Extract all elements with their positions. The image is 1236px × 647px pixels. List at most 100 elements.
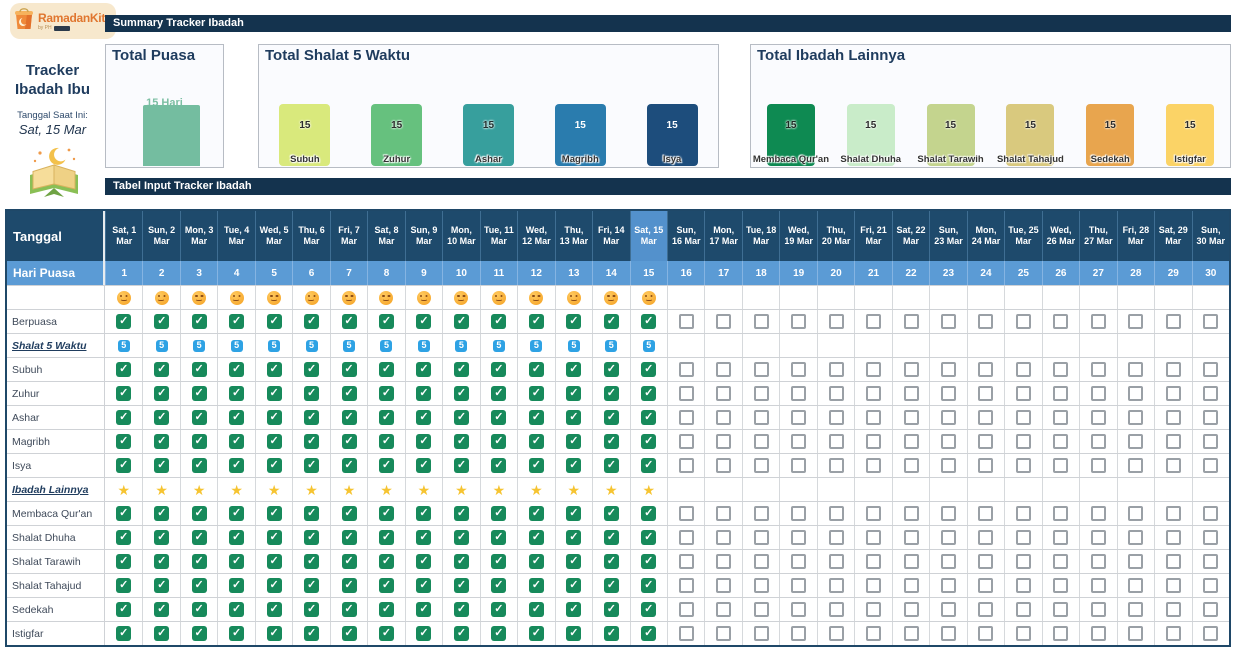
cell-isya-day-13[interactable]: ✓ — [554, 454, 592, 477]
checkbox-checked-icon[interactable]: ✓ — [528, 578, 544, 593]
cell-istigfar-day-27[interactable] — [1079, 622, 1116, 645]
cell-membaca-quran-day-12[interactable]: ✓ — [517, 502, 554, 525]
cell-zuhur-day-29[interactable] — [1154, 382, 1191, 405]
checkbox-checked-icon[interactable]: ✓ — [266, 314, 282, 329]
checkbox-checked-icon[interactable]: ✓ — [491, 506, 507, 521]
checkbox-empty-icon[interactable] — [678, 530, 694, 545]
cell-isya-day-25[interactable] — [1004, 454, 1041, 477]
cell-subuh-day-2[interactable]: ✓ — [142, 358, 179, 381]
cell-sedekah-day-9[interactable]: ✓ — [404, 598, 442, 621]
cell-magribh-day-4[interactable]: ✓ — [217, 430, 254, 453]
checkbox-checked-icon[interactable]: ✓ — [491, 578, 507, 593]
checkbox-checked-icon[interactable]: ✓ — [154, 602, 170, 617]
cell-isya-day-21[interactable] — [854, 454, 891, 477]
cell-sedekah-day-25[interactable] — [1004, 598, 1041, 621]
checkbox-empty-icon[interactable] — [753, 602, 769, 617]
cell-shalat-dhuha-day-12[interactable]: ✓ — [517, 526, 554, 549]
checkbox-empty-icon[interactable] — [716, 434, 732, 449]
checkbox-checked-icon[interactable]: ✓ — [528, 386, 544, 401]
cell-istigfar-day-14[interactable]: ✓ — [592, 622, 629, 645]
cell-magribh-day-12[interactable]: ✓ — [517, 430, 554, 453]
checkbox-checked-icon[interactable]: ✓ — [603, 578, 619, 593]
cell-shalat-tahajud-day-19[interactable] — [779, 574, 816, 597]
cell-shalat-tarawih-day-11[interactable]: ✓ — [479, 550, 517, 573]
checkbox-empty-icon[interactable] — [716, 602, 732, 617]
checkbox-checked-icon[interactable]: ✓ — [304, 530, 320, 545]
checkbox-checked-icon[interactable]: ✓ — [116, 506, 132, 521]
checkbox-empty-icon[interactable] — [1203, 578, 1219, 593]
cell-istigfar-day-15[interactable]: ✓ — [629, 622, 667, 645]
cell-istigfar-day-11[interactable]: ✓ — [479, 622, 517, 645]
checkbox-checked-icon[interactable]: ✓ — [641, 434, 657, 449]
cell-istigfar-day-5[interactable]: ✓ — [254, 622, 292, 645]
cell-subuh-day-17[interactable] — [704, 358, 741, 381]
cell-membaca-quran-day-10[interactable]: ✓ — [442, 502, 479, 525]
cell-istigfar-day-25[interactable] — [1004, 622, 1041, 645]
cell-magribh-day-2[interactable]: ✓ — [142, 430, 179, 453]
checkbox-empty-icon[interactable] — [940, 458, 956, 473]
cell-membaca-quran-day-29[interactable] — [1154, 502, 1191, 525]
checkbox-checked-icon[interactable]: ✓ — [641, 314, 657, 329]
cell-subuh-day-21[interactable] — [854, 358, 891, 381]
checkbox-empty-icon[interactable] — [978, 554, 994, 569]
cell-membaca-quran-day-22[interactable] — [891, 502, 929, 525]
checkbox-checked-icon[interactable]: ✓ — [603, 410, 619, 425]
cell-ashar-day-30[interactable] — [1191, 406, 1229, 429]
checkbox-empty-icon[interactable] — [866, 626, 882, 641]
cell-subuh-day-26[interactable] — [1041, 358, 1079, 381]
checkbox-empty-icon[interactable] — [1015, 434, 1031, 449]
checkbox-checked-icon[interactable]: ✓ — [453, 578, 469, 593]
checkbox-empty-icon[interactable] — [716, 410, 732, 425]
checkbox-checked-icon[interactable]: ✓ — [229, 410, 245, 425]
cell-sedekah-day-2[interactable]: ✓ — [142, 598, 179, 621]
checkbox-empty-icon[interactable] — [940, 362, 956, 377]
checkbox-checked-icon[interactable]: ✓ — [641, 506, 657, 521]
cell-sedekah-day-5[interactable]: ✓ — [254, 598, 292, 621]
checkbox-empty-icon[interactable] — [1165, 458, 1181, 473]
checkbox-checked-icon[interactable]: ✓ — [341, 530, 357, 545]
cell-shalat-dhuha-day-25[interactable] — [1004, 526, 1041, 549]
checkbox-checked-icon[interactable]: ✓ — [229, 554, 245, 569]
checkbox-checked-icon[interactable]: ✓ — [453, 626, 469, 641]
cell-shalat-tarawih-day-13[interactable]: ✓ — [554, 550, 592, 573]
checkbox-checked-icon[interactable]: ✓ — [378, 626, 394, 641]
checkbox-empty-icon[interactable] — [678, 458, 694, 473]
cell-magribh-day-8[interactable]: ✓ — [367, 430, 404, 453]
checkbox-checked-icon[interactable]: ✓ — [266, 506, 282, 521]
checkbox-checked-icon[interactable]: ✓ — [191, 410, 207, 425]
cell-shalat-tahajud-day-30[interactable] — [1191, 574, 1229, 597]
checkbox-checked-icon[interactable]: ✓ — [641, 626, 657, 641]
cell-magribh-day-14[interactable]: ✓ — [592, 430, 629, 453]
cell-shalat-tarawih-day-29[interactable] — [1154, 550, 1191, 573]
cell-zuhur-day-12[interactable]: ✓ — [517, 382, 554, 405]
cell-shalat-tarawih-day-12[interactable]: ✓ — [517, 550, 554, 573]
checkbox-empty-icon[interactable] — [1165, 434, 1181, 449]
checkbox-checked-icon[interactable]: ✓ — [341, 602, 357, 617]
cell-ashar-day-14[interactable]: ✓ — [592, 406, 629, 429]
checkbox-checked-icon[interactable]: ✓ — [191, 578, 207, 593]
cell-magribh-day-7[interactable]: ✓ — [329, 430, 367, 453]
checkbox-checked-icon[interactable]: ✓ — [566, 602, 582, 617]
cell-magribh-day-27[interactable] — [1079, 430, 1116, 453]
checkbox-empty-icon[interactable] — [1015, 506, 1031, 521]
checkbox-checked-icon[interactable]: ✓ — [416, 626, 432, 641]
checkbox-checked-icon[interactable]: ✓ — [341, 386, 357, 401]
cell-shalat-tarawih-day-25[interactable] — [1004, 550, 1041, 573]
checkbox-empty-icon[interactable] — [903, 410, 919, 425]
cell-shalat-tarawih-day-16[interactable] — [667, 550, 704, 573]
cell-magribh-day-19[interactable] — [779, 430, 816, 453]
cell-magribh-day-9[interactable]: ✓ — [404, 430, 442, 453]
cell-shalat-dhuha-day-20[interactable] — [816, 526, 854, 549]
checkbox-empty-icon[interactable] — [1128, 386, 1144, 401]
checkbox-empty-icon[interactable] — [753, 314, 769, 329]
checkbox-empty-icon[interactable] — [903, 314, 919, 329]
checkbox-checked-icon[interactable]: ✓ — [491, 602, 507, 617]
cell-berpuasa-day-25[interactable] — [1004, 310, 1041, 333]
checkbox-empty-icon[interactable] — [1053, 602, 1069, 617]
cell-shalat-tahajud-day-26[interactable] — [1041, 574, 1079, 597]
checkbox-empty-icon[interactable] — [1053, 554, 1069, 569]
cell-berpuasa-day-26[interactable] — [1041, 310, 1079, 333]
checkbox-checked-icon[interactable]: ✓ — [566, 434, 582, 449]
checkbox-empty-icon[interactable] — [828, 602, 844, 617]
cell-shalat-dhuha-day-28[interactable] — [1116, 526, 1154, 549]
